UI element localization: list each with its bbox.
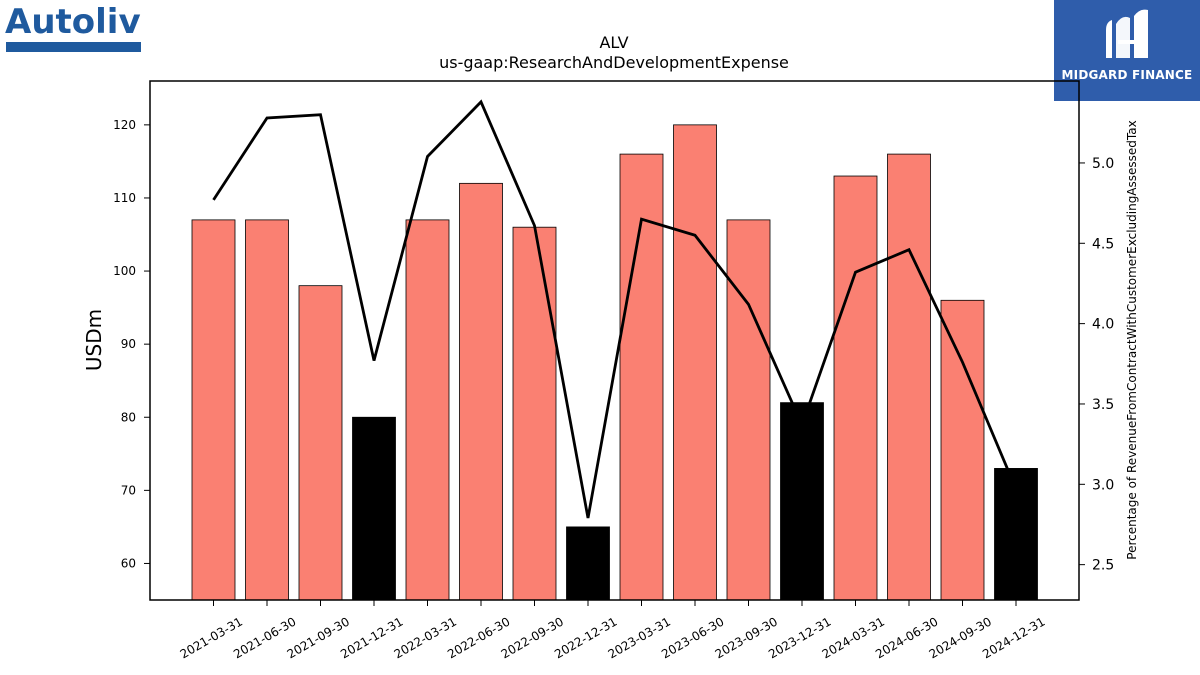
- y-right-tick-label: 3.0: [1092, 477, 1114, 493]
- bar-2022-06-30: [459, 182, 503, 601]
- bar-2021-09-30: [298, 285, 343, 601]
- bar-2022-09-30: [512, 226, 557, 601]
- bar-2021-06-30: [245, 219, 289, 601]
- midgard-emblem-icon: [1106, 9, 1148, 59]
- bar-2023-12-31: [780, 402, 824, 601]
- plot-frame: [149, 80, 1080, 601]
- bar-2022-03-31: [405, 219, 450, 601]
- y-right-tick-label: 3.5: [1092, 397, 1114, 413]
- y-axis-label-right: Percentage of RevenueFromContractWithCus…: [1125, 120, 1139, 559]
- chart-title: ALV: [599, 33, 628, 52]
- chart-subtitle: us-gaap:ResearchAndDevelopmentExpense: [439, 53, 789, 72]
- bar-2024-09-30: [940, 299, 985, 601]
- y-right-tick-label: 2.5: [1092, 558, 1114, 574]
- y-right-tick-label: 4.5: [1092, 236, 1114, 252]
- bar-2021-03-31: [191, 219, 236, 601]
- bar-2022-12-31: [566, 526, 610, 601]
- badge-label: MIDGARD FINANCE: [1061, 68, 1193, 82]
- y-tick-label: 90: [121, 337, 136, 351]
- y-tick-label: 110: [113, 191, 136, 205]
- y-axis-left: 60 70 80 90 100 110 120: [113, 118, 150, 570]
- y-axis-right: 2.5 3.0 3.5 4.0 4.5 5.0: [1079, 156, 1114, 574]
- y-tick-label: 70: [121, 483, 136, 497]
- percentage-line: [212, 99, 1018, 519]
- y-right-tick-label: 5.0: [1092, 156, 1114, 172]
- y-tick-label: 120: [113, 118, 136, 132]
- bar-2023-06-30: [673, 124, 717, 601]
- y-tick-label: 60: [121, 556, 136, 570]
- y-tick-label: 80: [121, 410, 136, 424]
- line-series: [212, 99, 1018, 519]
- autoliv-logo: Autoliv: [5, 2, 145, 54]
- logo-underline: [6, 42, 141, 52]
- y-axis-label: USDm: [82, 309, 106, 371]
- y-right-tick-label: 4.0: [1092, 317, 1114, 333]
- bar-2023-09-30: [726, 219, 771, 601]
- logo-wordmark: Autoliv: [5, 2, 141, 42]
- x-axis: 2021-03-312021-06-302021-09-302021-12-31…: [178, 600, 1048, 661]
- bar-2023-03-31: [619, 153, 664, 601]
- y-tick-label: 100: [113, 264, 136, 278]
- bar-2024-12-31: [994, 468, 1038, 601]
- bar-2024-06-30: [887, 153, 931, 601]
- bar-2024-03-31: [833, 175, 878, 601]
- bar-series: [191, 124, 1038, 601]
- bar-2021-12-31: [352, 416, 396, 601]
